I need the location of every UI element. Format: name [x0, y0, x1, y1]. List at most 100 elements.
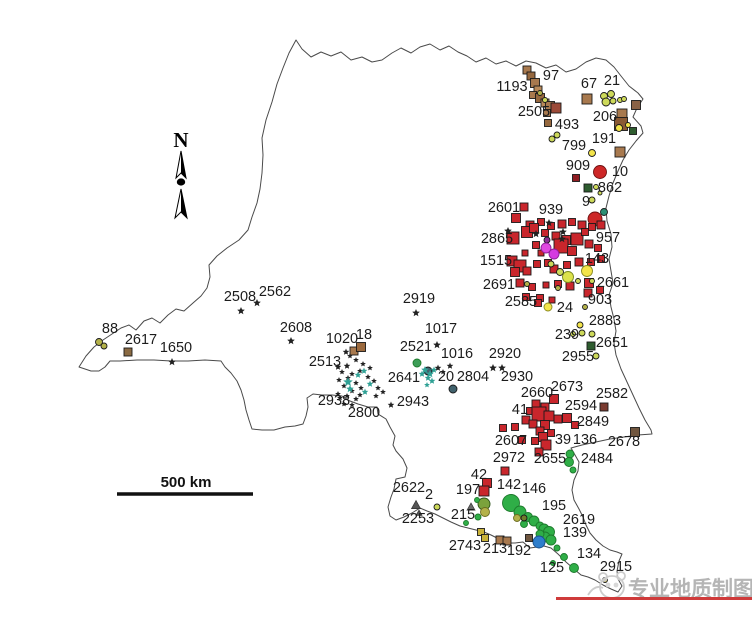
- watermark-divider: [556, 597, 752, 600]
- sample-square-symbol: [596, 220, 606, 230]
- country-outline: [78, 39, 653, 593]
- sample-number-label: 2619: [563, 512, 595, 528]
- sample-circle-symbol: [592, 352, 600, 360]
- watermark: 专业地质制图: [556, 571, 752, 601]
- sample-square-symbol: [531, 437, 539, 445]
- sample-square-symbol: [528, 419, 538, 429]
- sample-number-label: 88: [102, 321, 118, 337]
- sample-square-symbol: [594, 244, 602, 252]
- sample-number-label: 2661: [597, 275, 629, 291]
- sample-star-symbol: [545, 219, 553, 227]
- north-arrow: N: [173, 128, 189, 220]
- sample-circle-symbol: [581, 265, 593, 277]
- sample-triangle-symbol: [415, 509, 423, 516]
- sample-star-symbol: [353, 380, 359, 386]
- sample-square-symbol: [596, 286, 604, 294]
- sample-star-symbol: [558, 235, 566, 243]
- sample-square-symbol: [515, 278, 525, 288]
- sample-circle-symbol: [578, 329, 586, 337]
- sample-square-symbol: [356, 342, 366, 352]
- sample-star-symbol: [371, 378, 377, 384]
- sample-square-symbol: [537, 218, 545, 226]
- sample-star-symbol: [353, 357, 359, 363]
- sample-number-label: 2608: [280, 320, 312, 336]
- north-arrow-upper-fill: [181, 151, 186, 178]
- sample-star-symbol: [360, 361, 366, 367]
- sample-circle-symbol: [555, 285, 561, 291]
- sample-number-label: 24: [557, 300, 573, 316]
- sample-star-symbol: [343, 362, 351, 369]
- sample-circle-symbol: [562, 271, 574, 283]
- sample-circle-symbol: [474, 513, 482, 521]
- sample-circle-symbol: [463, 520, 469, 526]
- sample-square-symbol: [597, 255, 605, 263]
- sample-number-label: 134: [577, 546, 601, 562]
- sample-circle-symbol: [609, 97, 617, 105]
- sample-star-symbol: [346, 385, 354, 393]
- sample-square-symbol: [525, 534, 533, 542]
- sample-square-symbol: [583, 183, 593, 193]
- sample-circle-symbol: [532, 535, 546, 549]
- sample-number-label: 2943: [397, 394, 429, 410]
- sample-circle-symbol: [520, 514, 528, 522]
- sample-number-label: 799: [562, 138, 586, 154]
- sample-square-symbol: [581, 228, 589, 236]
- sample-square-symbol: [568, 218, 576, 226]
- sample-circle-symbol: [520, 520, 528, 528]
- sample-number-label: 2804: [457, 369, 489, 385]
- sample-star-symbol: [253, 299, 261, 307]
- sample-circle-symbol: [589, 278, 595, 284]
- sample-number-label: 2883: [589, 313, 621, 329]
- sample-star-symbol: [357, 392, 363, 398]
- sample-number-label: 2915: [600, 559, 632, 575]
- sample-square-symbol: [477, 528, 485, 536]
- sample-circle-symbol: [570, 331, 576, 337]
- sample-square-symbol: [518, 436, 526, 444]
- sample-star-symbol: [424, 382, 430, 388]
- sample-number-label: 2585: [505, 294, 537, 310]
- sample-number-label: 195: [542, 498, 566, 514]
- sample-square-symbol: [583, 288, 593, 298]
- north-arrow-lower-fill: [181, 189, 187, 218]
- sample-square-symbol: [584, 239, 594, 249]
- sample-number-label: 125: [540, 560, 564, 576]
- sample-circle-symbol: [588, 330, 596, 338]
- sample-circle-symbol: [474, 497, 480, 503]
- sample-circle-symbol: [543, 302, 553, 312]
- sample-circle-symbol: [513, 514, 521, 522]
- sample-star-symbol: [433, 341, 441, 349]
- sample-star-symbol: [358, 385, 364, 391]
- sample-square-symbol: [547, 429, 555, 437]
- sample-circle-symbol: [600, 208, 608, 216]
- sample-circle-symbol: [502, 494, 520, 512]
- sample-circle-symbol: [540, 242, 552, 254]
- sample-number-label: 2582: [596, 386, 628, 402]
- scale-bar-label: 500 km: [161, 474, 212, 491]
- sample-star-symbol: [336, 377, 342, 383]
- sample-star-symbol: [504, 227, 512, 235]
- sample-square-symbol: [562, 413, 572, 423]
- sample-number-label: 2972: [493, 450, 525, 466]
- sample-square-symbol: [631, 100, 641, 110]
- sample-square-symbol: [533, 260, 541, 268]
- sample-number-label: 192: [507, 543, 531, 559]
- sample-number-label: 2601: [488, 200, 520, 216]
- sample-number-label: 39: [555, 432, 571, 448]
- sample-square-symbol: [553, 414, 563, 424]
- watermark-logo-icon: [587, 571, 626, 599]
- sample-number-label: 21: [604, 73, 620, 89]
- sample-triangle-symbol: [466, 502, 476, 511]
- sample-number-label: 2651: [596, 335, 628, 351]
- sample-square-symbol: [577, 220, 587, 230]
- sample-number-label: 2508: [224, 289, 256, 305]
- sample-star-symbol: [366, 380, 374, 387]
- sample-star-symbol: [361, 388, 369, 395]
- sample-number-label: 957: [596, 230, 620, 246]
- sample-star-symbol: [341, 383, 347, 389]
- sample-star-symbol: [424, 374, 432, 381]
- sample-square-symbol: [629, 127, 637, 135]
- sample-square-symbol: [543, 109, 551, 117]
- sample-number-label: 206: [593, 109, 617, 125]
